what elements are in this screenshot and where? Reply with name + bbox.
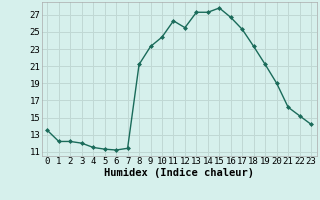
X-axis label: Humidex (Indice chaleur): Humidex (Indice chaleur) [104, 168, 254, 178]
